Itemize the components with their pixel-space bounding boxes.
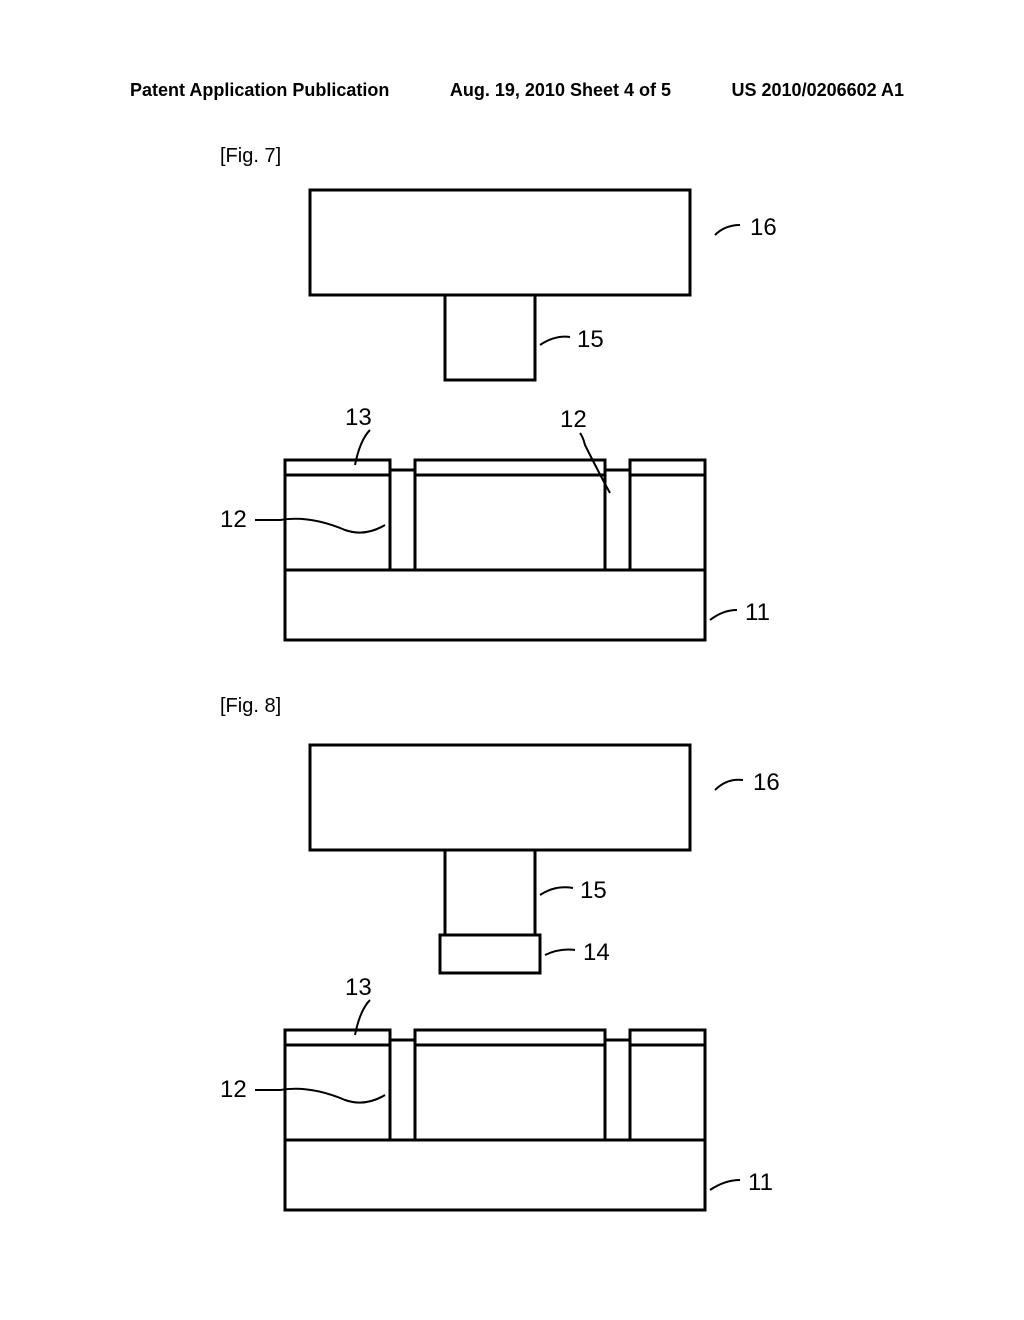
leader-15 bbox=[540, 337, 570, 345]
leader-15 bbox=[540, 887, 573, 895]
label-16: 16 bbox=[750, 214, 777, 241]
part-15 bbox=[445, 850, 535, 935]
label-16: 16 bbox=[753, 769, 780, 796]
figure-7-label: [Fig. 7] bbox=[220, 145, 281, 168]
leader-11 bbox=[710, 1180, 740, 1190]
part-15 bbox=[445, 295, 535, 380]
header-left: Patent Application Publication bbox=[130, 80, 389, 101]
leader-14 bbox=[545, 950, 575, 955]
figure-7: 16 15 13 12 12 11 bbox=[215, 175, 835, 675]
leader-16 bbox=[715, 225, 740, 235]
figure-8: 16 15 14 13 12 11 bbox=[215, 730, 835, 1260]
figure-8-label: [Fig. 8] bbox=[220, 695, 281, 718]
label-13: 13 bbox=[345, 974, 372, 1001]
part-16 bbox=[310, 190, 690, 295]
label-12-right: 12 bbox=[560, 406, 587, 433]
label-12-left: 12 bbox=[220, 506, 247, 533]
leader-16 bbox=[715, 780, 743, 790]
label-15: 15 bbox=[580, 877, 607, 904]
header-center: Aug. 19, 2010 Sheet 4 of 5 bbox=[450, 80, 671, 101]
label-11: 11 bbox=[745, 599, 770, 626]
part-14 bbox=[440, 935, 540, 973]
page: Patent Application Publication Aug. 19, … bbox=[0, 0, 1024, 1320]
label-15: 15 bbox=[577, 326, 604, 353]
label-14: 14 bbox=[583, 939, 610, 966]
part-16 bbox=[310, 745, 690, 850]
label-11: 11 bbox=[748, 1169, 773, 1196]
leader-11 bbox=[710, 610, 737, 620]
page-header: Patent Application Publication Aug. 19, … bbox=[0, 80, 1024, 101]
label-12: 12 bbox=[220, 1076, 247, 1103]
header-right: US 2010/0206602 A1 bbox=[732, 80, 904, 101]
label-13: 13 bbox=[345, 404, 372, 431]
